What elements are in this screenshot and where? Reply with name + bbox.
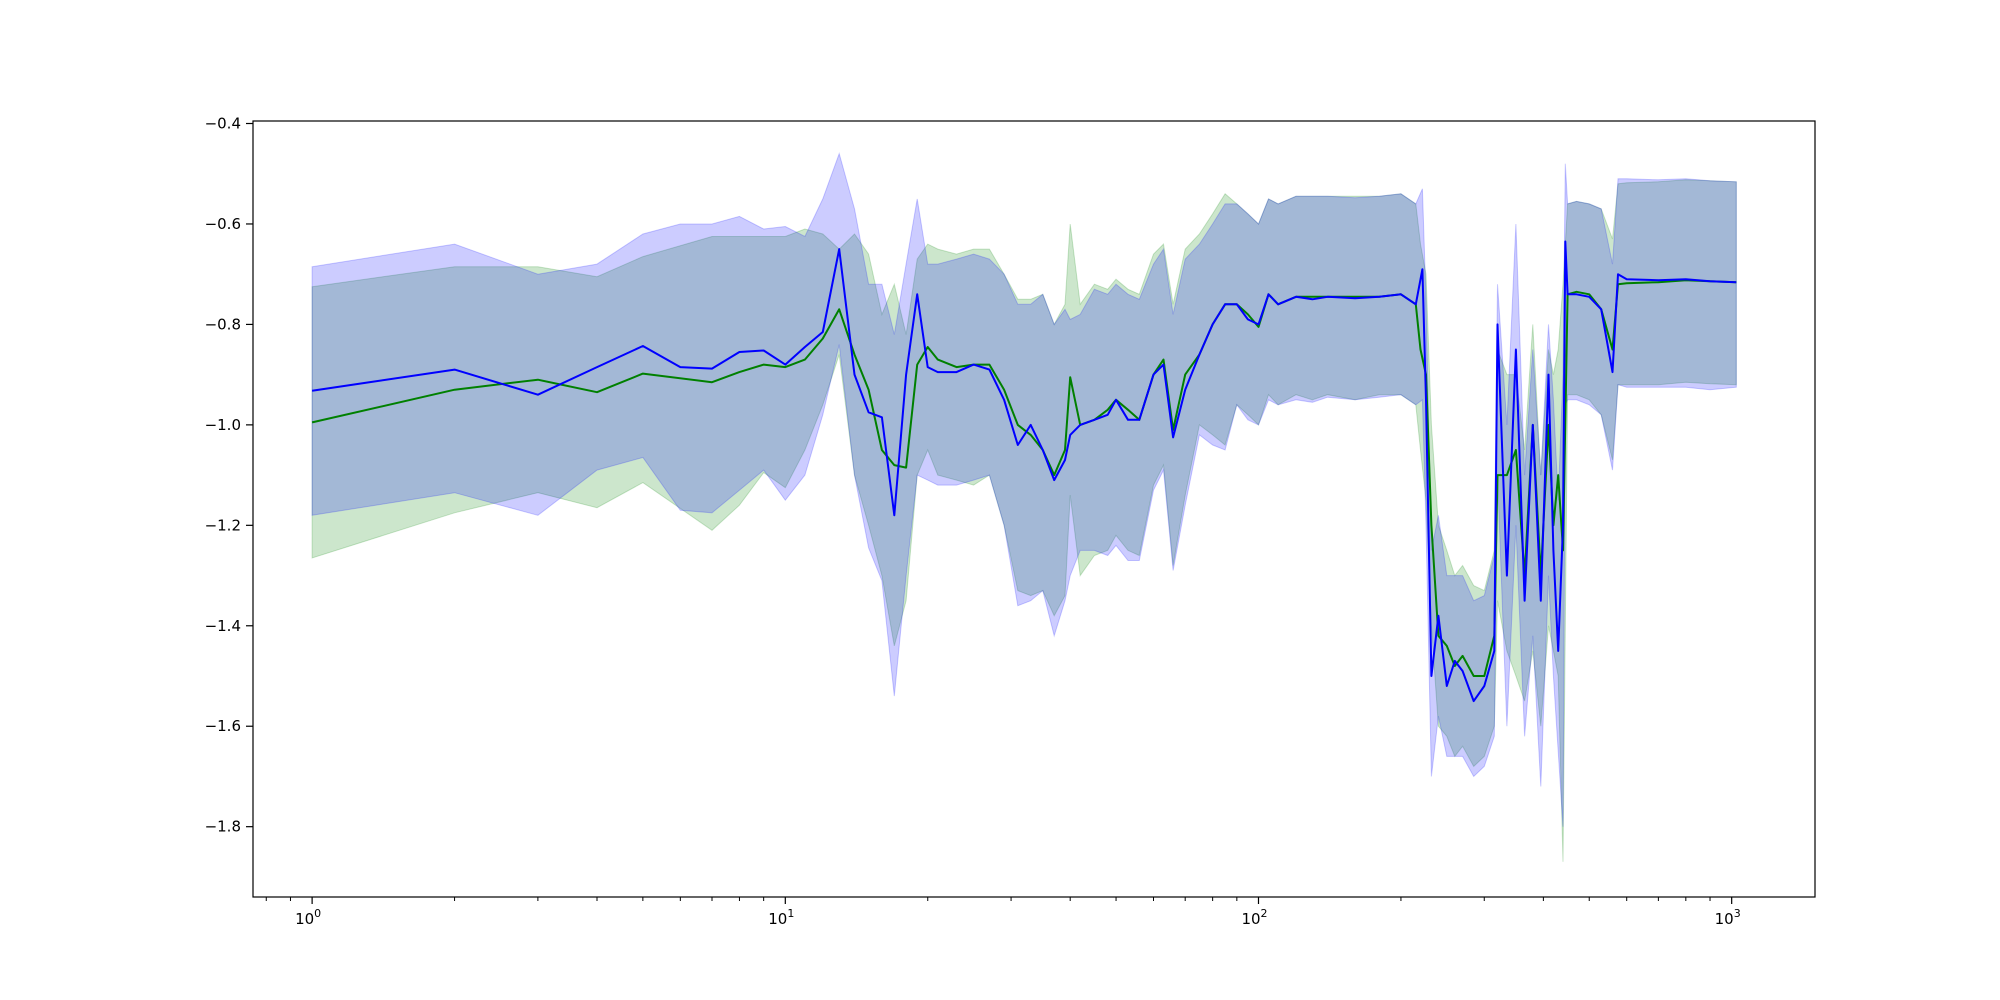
- series-2-band: [311, 151, 1737, 827]
- y-tick-label: −1.4: [205, 617, 241, 635]
- y-tick-label: −1.8: [205, 818, 241, 836]
- y-tick-label: −1.2: [205, 516, 241, 534]
- series-lines: [311, 240, 1737, 703]
- series-1-band: [311, 179, 1737, 862]
- y-tick-label: −0.6: [205, 215, 241, 233]
- confidence-bands: [311, 151, 1737, 862]
- y-tick-label: −1.0: [205, 416, 241, 434]
- y-tick-label: −0.8: [205, 315, 241, 333]
- y-tick-label: −0.4: [205, 115, 241, 133]
- y-axis: −0.4 −0.6 −0.8 −1.0 −1.2 −1.4 −1.6 −1.8: [205, 115, 253, 836]
- series-2-line: [311, 240, 1737, 703]
- plot-frame: [252, 120, 1816, 898]
- y-tick-label: −1.6: [205, 717, 241, 735]
